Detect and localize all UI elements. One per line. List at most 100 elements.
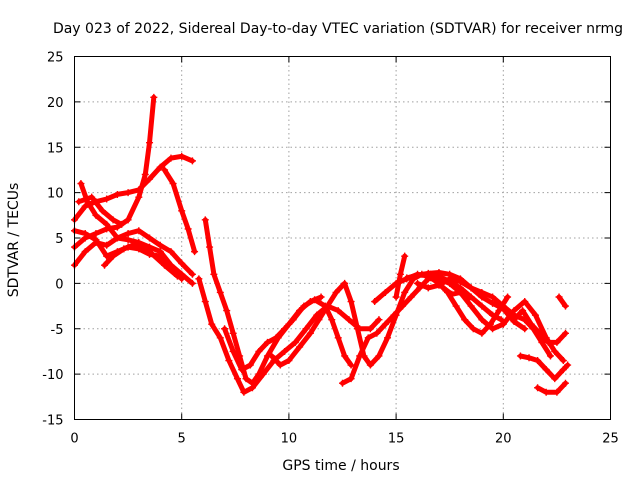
data-point-marker xyxy=(296,343,304,351)
data-point-marker xyxy=(559,357,567,365)
data-point-marker xyxy=(188,270,196,278)
data-point-marker xyxy=(300,302,308,310)
data-point-marker xyxy=(375,352,383,360)
data-point-marker xyxy=(81,248,89,256)
data-point-marker xyxy=(465,294,473,302)
x-tick-label: 25 xyxy=(602,432,619,447)
data-point-marker xyxy=(141,170,149,178)
data-point-marker xyxy=(263,338,271,346)
data-point-marker xyxy=(281,347,289,355)
data-point-marker xyxy=(229,329,237,337)
data-point-marker xyxy=(161,261,169,269)
data-point-marker xyxy=(81,229,89,237)
data-point-marker xyxy=(201,298,209,306)
data-point-marker xyxy=(216,334,224,342)
data-point-marker xyxy=(452,302,460,310)
data-point-marker xyxy=(478,302,486,310)
data-point-marker xyxy=(399,302,407,310)
data-point-marker xyxy=(92,229,100,237)
data-point-marker xyxy=(504,293,512,301)
data-point-marker xyxy=(268,352,276,360)
data-point-marker xyxy=(366,361,374,369)
data-point-marker xyxy=(315,316,323,324)
data-point-marker xyxy=(497,316,505,324)
data-point-marker xyxy=(347,361,355,369)
data-point-marker xyxy=(285,357,293,365)
data-point-marker xyxy=(510,317,518,325)
data-point-marker xyxy=(424,269,432,277)
data-point-marker xyxy=(178,275,186,283)
x-tick-label: 5 xyxy=(178,432,186,447)
data-point-marker xyxy=(201,216,209,224)
data-point-marker xyxy=(240,388,248,396)
data-point-marker xyxy=(124,236,132,244)
data-point-marker xyxy=(178,259,186,267)
series-track-10 xyxy=(196,276,382,395)
data-point-marker xyxy=(339,379,346,387)
data-point-marker xyxy=(561,302,569,310)
series-track-9 xyxy=(202,217,324,386)
data-point-marker xyxy=(499,305,507,313)
data-point-marker xyxy=(188,157,196,165)
data-point-marker xyxy=(561,379,569,387)
x-tick-label: 20 xyxy=(495,432,512,447)
x-tick-label: 0 xyxy=(70,432,78,447)
data-point-marker xyxy=(461,316,469,324)
data-point-marker xyxy=(381,320,389,328)
data-point-marker xyxy=(334,307,342,315)
data-point-marker xyxy=(469,325,477,333)
data-point-marker xyxy=(248,384,256,392)
data-point-marker xyxy=(536,329,544,337)
data-point-marker xyxy=(478,316,486,324)
data-point-marker xyxy=(527,320,535,328)
data-point-marker xyxy=(169,180,177,188)
data-point-marker xyxy=(401,288,409,296)
data-point-marker xyxy=(229,347,237,355)
data-point-marker xyxy=(167,248,175,256)
series-track-11 xyxy=(222,297,354,373)
data-point-marker xyxy=(238,366,246,374)
data-point-marker xyxy=(92,236,100,244)
data-point-marker xyxy=(281,325,289,333)
data-point-marker xyxy=(564,361,572,369)
data-point-marker xyxy=(551,375,559,383)
series-track-4 xyxy=(72,228,195,277)
data-point-marker xyxy=(435,268,443,276)
data-point-marker xyxy=(131,240,139,248)
data-point-marker xyxy=(109,216,117,224)
data-point-marker xyxy=(77,180,85,188)
data-point-marker xyxy=(124,189,132,197)
data-point-marker xyxy=(356,352,364,360)
data-point-marker xyxy=(407,293,415,301)
data-point-marker xyxy=(113,234,121,242)
data-point-marker xyxy=(424,284,432,292)
series-track-18 xyxy=(535,380,568,395)
data-point-marker xyxy=(542,388,550,396)
data-point-marker xyxy=(178,207,186,215)
y-tick-label: -15 xyxy=(42,414,63,429)
data-point-marker xyxy=(221,325,229,333)
data-point-marker xyxy=(146,139,154,147)
series-track-3 xyxy=(72,94,157,250)
data-point-marker xyxy=(118,220,126,228)
data-point-marker xyxy=(347,298,355,306)
data-point-marker xyxy=(146,248,154,256)
data-point-marker xyxy=(435,281,443,289)
y-tick-label: 25 xyxy=(47,51,64,66)
data-point-marker xyxy=(317,293,325,301)
data-point-marker xyxy=(446,270,454,278)
data-point-marker xyxy=(489,325,497,333)
data-point-marker xyxy=(354,325,362,333)
data-point-marker xyxy=(499,320,507,328)
data-point-marker xyxy=(306,329,314,337)
data-point-marker xyxy=(345,316,353,324)
data-point-marker xyxy=(302,325,310,333)
data-point-marker xyxy=(272,334,280,342)
data-point-marker xyxy=(381,288,389,296)
x-tick-label: 15 xyxy=(388,432,405,447)
data-point-marker xyxy=(401,252,409,260)
series-track-20 xyxy=(556,294,568,309)
data-point-marker xyxy=(553,388,561,396)
data-point-marker xyxy=(390,311,398,319)
